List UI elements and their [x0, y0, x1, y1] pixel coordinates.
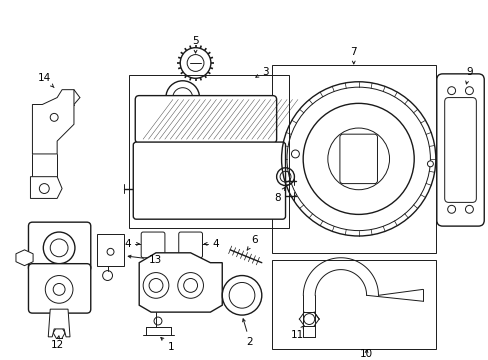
- FancyBboxPatch shape: [28, 222, 91, 271]
- Polygon shape: [30, 177, 62, 198]
- FancyBboxPatch shape: [28, 264, 91, 313]
- Bar: [129, 75, 289, 228]
- Bar: [271, 65, 435, 253]
- Text: 6: 6: [246, 235, 258, 250]
- Text: 1: 1: [161, 337, 174, 352]
- Polygon shape: [139, 253, 222, 312]
- FancyBboxPatch shape: [141, 232, 164, 258]
- Text: 3: 3: [255, 67, 268, 77]
- Polygon shape: [32, 90, 74, 154]
- Polygon shape: [48, 309, 70, 337]
- FancyBboxPatch shape: [133, 142, 285, 219]
- Text: 4: 4: [124, 239, 131, 249]
- Text: 10: 10: [359, 348, 372, 359]
- Text: 14: 14: [38, 73, 54, 87]
- Text: 7: 7: [350, 47, 356, 64]
- Text: 2: 2: [242, 319, 253, 347]
- FancyBboxPatch shape: [436, 74, 483, 226]
- Text: 13: 13: [128, 255, 162, 265]
- Text: 4: 4: [212, 239, 219, 249]
- Text: 11: 11: [290, 326, 304, 340]
- Circle shape: [346, 147, 370, 171]
- FancyBboxPatch shape: [179, 232, 202, 258]
- Text: 8: 8: [274, 188, 285, 203]
- Text: 12: 12: [50, 336, 63, 350]
- FancyBboxPatch shape: [444, 98, 475, 202]
- FancyBboxPatch shape: [135, 96, 276, 143]
- FancyBboxPatch shape: [339, 134, 377, 184]
- Bar: [97, 234, 124, 266]
- Polygon shape: [16, 250, 33, 266]
- Circle shape: [427, 161, 432, 167]
- Text: 9: 9: [465, 67, 472, 84]
- Bar: [271, 260, 435, 349]
- Text: 5: 5: [192, 36, 199, 53]
